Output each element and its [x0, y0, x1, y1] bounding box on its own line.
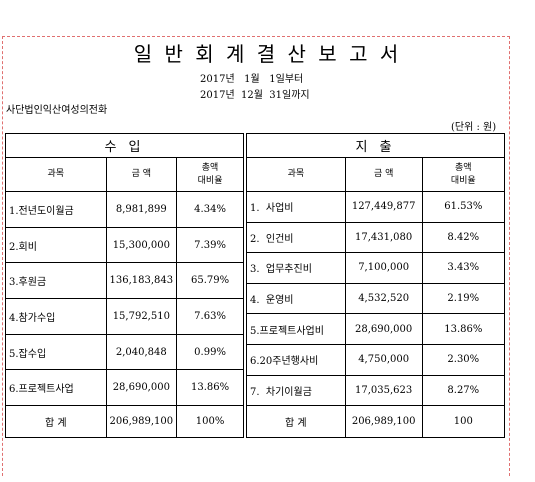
- total-cell: 100: [421, 405, 506, 439]
- column-header-row: 과목 금 액 총액 대비율: [246, 157, 506, 192]
- column-header: 과목: [246, 157, 346, 192]
- data-row: 6.20주년행사비 4,750,000 2.30%: [246, 343, 506, 376]
- expense-table: 지 출 과목 금 액 총액 대비율 1. 사업비 127,449,877 61.53% 2. …: [246, 133, 506, 439]
- cell: 1.전년도이월금: [5, 191, 107, 228]
- total-row: 합 계 206,989,100 100: [246, 405, 506, 439]
- data-row: 6.프로젝트사업 28,690,000 13.86%: [5, 369, 244, 407]
- cell: 2,040,848: [105, 333, 178, 371]
- cell: 127,449,877: [344, 191, 423, 223]
- title-row: 수 입: [5, 133, 244, 158]
- cell: 7.63%: [176, 298, 244, 335]
- unit: (단위 : 원): [451, 122, 497, 133]
- column-header-row: 과목 금 액 총액 대비율: [5, 157, 244, 192]
- total-row: 합 계 206,989,100 100%: [5, 405, 244, 439]
- page-border: [2, 36, 510, 476]
- cell: 65.79%: [176, 262, 244, 300]
- cell: 28,690,000: [105, 369, 178, 407]
- cell: 17,431,080: [344, 221, 423, 254]
- cell: 3. 업무추진비: [246, 252, 346, 284]
- cell: 5.잡수입: [5, 333, 107, 371]
- cell: 13.86%: [421, 313, 506, 345]
- title: 일 반 회 계 결 산 보 고 서: [133, 42, 402, 66]
- cell: 6.20주년행사비: [246, 343, 346, 376]
- cell: 2.19%: [421, 282, 506, 315]
- cell: 15,792,510: [105, 298, 178, 335]
- cell: 2.회비: [5, 226, 107, 264]
- cell: 6.프로젝트사업: [5, 369, 107, 407]
- total-cell: 합 계: [5, 405, 107, 439]
- column-header: 과목: [5, 157, 107, 192]
- section-title: 수 입: [5, 133, 244, 158]
- cell: 17,035,623: [344, 374, 423, 407]
- cell: 3.후원금: [5, 262, 107, 300]
- data-row: 7. 차기이월금 17,035,623 8.27%: [246, 374, 506, 407]
- cell: 2. 인건비: [246, 221, 346, 254]
- cell: 7.39%: [176, 226, 244, 264]
- cell: 61.53%: [421, 191, 506, 223]
- cell: 4.34%: [176, 191, 244, 228]
- data-row: 5.잡수입 2,040,848 0.99%: [5, 333, 244, 371]
- period-from: 2017년 1월 1일부터: [200, 74, 304, 85]
- cell: 28,690,000: [344, 313, 423, 345]
- data-row: 1. 사업비 127,449,877 61.53%: [246, 191, 506, 223]
- cell: 4,532,520: [344, 282, 423, 315]
- cell: 13.86%: [176, 369, 244, 407]
- total-cell: 100%: [176, 405, 244, 439]
- total-cell: 합 계: [246, 405, 346, 439]
- column-header: 금 액: [344, 157, 423, 192]
- cell: 8,981,899: [105, 191, 178, 228]
- column-header: 금 액: [105, 157, 178, 192]
- data-row: 2.회비 15,300,000 7.39%: [5, 226, 244, 264]
- total-cell: 206,989,100: [105, 405, 178, 439]
- column-header: 총액 대비율: [421, 157, 506, 192]
- cell: 4. 운영비: [246, 282, 346, 315]
- cell: 4.참가수입: [5, 298, 107, 335]
- data-row: 3.후원금 136,183,843 65.79%: [5, 262, 244, 300]
- data-row: 2. 인건비 17,431,080 8.42%: [246, 221, 506, 254]
- period-to: 2017년 12월 31일까지: [200, 90, 310, 101]
- title-row: 지 출: [246, 133, 505, 158]
- cell: 2.30%: [421, 343, 506, 376]
- data-row: 1.전년도이월금 8,981,899 4.34%: [5, 191, 244, 228]
- data-row: 4.참가수입 15,792,510 7.63%: [5, 298, 244, 335]
- cell: 7. 차기이월금: [246, 374, 346, 407]
- cell: 1. 사업비: [246, 191, 346, 223]
- section-title: 지 출: [246, 133, 505, 158]
- cell: 5.프로젝트사업비: [246, 313, 346, 345]
- cell: 7,100,000: [344, 252, 423, 284]
- cell: 136,183,843: [105, 262, 178, 300]
- cell: 15,300,000: [105, 226, 178, 264]
- total-cell: 206,989,100: [344, 405, 423, 439]
- column-header: 총액 대비율: [176, 157, 244, 192]
- cell: 4,750,000: [344, 343, 423, 376]
- data-row: 5.프로젝트사업비 28,690,000 13.86%: [246, 313, 506, 345]
- data-row: 3. 업무추진비 7,100,000 3.43%: [246, 252, 506, 284]
- cell: 8.42%: [421, 221, 506, 254]
- cell: 8.27%: [421, 374, 506, 407]
- cell: 0.99%: [176, 333, 244, 371]
- organization: 사단법인익산여성의전화: [6, 105, 108, 116]
- income-table: 수 입 과목 금 액 총액 대비율 1.전년도이월금 8,981,899 4.34% 2.회비…: [5, 133, 244, 439]
- cell: 3.43%: [421, 252, 506, 284]
- data-row: 4. 운영비 4,532,520 2.19%: [246, 282, 506, 315]
